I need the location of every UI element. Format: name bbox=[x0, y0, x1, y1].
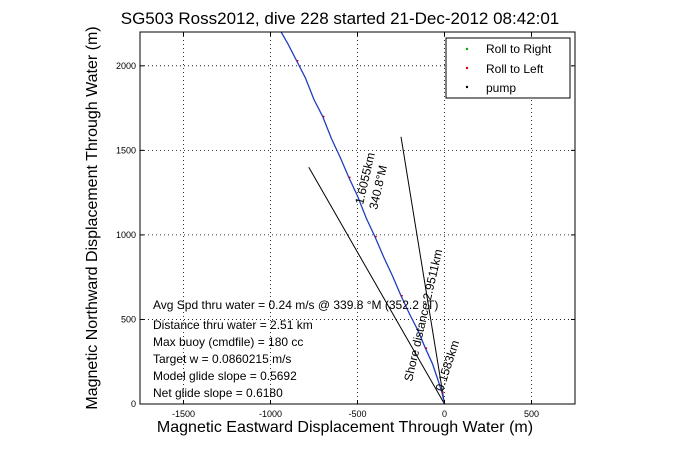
legend-marker-pump bbox=[465, 85, 469, 89]
reference-line bbox=[308, 167, 445, 404]
chart-title: SG503 Ross2012, dive 228 started 21-Dec-… bbox=[121, 9, 560, 28]
legend-label-pump: pump bbox=[486, 81, 516, 95]
x-tick-label: -1500 bbox=[172, 409, 195, 419]
y-tick-label: 0 bbox=[131, 399, 136, 409]
annotation-model-glide: Model glide slope = 0.5692 bbox=[153, 369, 297, 383]
roll-left-point bbox=[441, 391, 444, 394]
y-tick-label: 1500 bbox=[116, 145, 136, 155]
annotation-block: Avg Spd thru water = 0.24 m/s @ 339.8 °M… bbox=[153, 298, 438, 400]
roll-left-point bbox=[425, 347, 428, 350]
annotation-avg-speed: Avg Spd thru water = 0.24 m/s @ 339.8 °M… bbox=[153, 298, 438, 312]
x-tick-label: -1000 bbox=[259, 409, 282, 419]
roll-left-point bbox=[348, 176, 351, 179]
legend-label-roll-right: Roll to Right bbox=[486, 42, 552, 56]
legend-label-roll-left: Roll to Left bbox=[486, 62, 544, 76]
annotation-target-w: Target w = 0.0860215 m/s bbox=[153, 352, 291, 366]
annotation-net-glide: Net glide slope = 0.6180 bbox=[153, 386, 283, 400]
track-group bbox=[280, 32, 446, 404]
y-ticks: 0 500 1000 1500 2000 bbox=[116, 61, 575, 409]
x-tick-label: 500 bbox=[524, 409, 539, 419]
x-axis-label: Magnetic Eastward Displacement Through W… bbox=[157, 419, 533, 436]
legend: Roll to Right Roll to Left pump bbox=[445, 37, 571, 99]
track-line bbox=[280, 32, 446, 404]
x-tick-label: 0 bbox=[442, 409, 447, 419]
y-axis-label: Magnetic Northward Displacement Through … bbox=[84, 26, 101, 409]
roll-left-point bbox=[401, 294, 403, 297]
legend-marker-roll-right bbox=[465, 47, 469, 51]
roll-left-point bbox=[296, 59, 299, 62]
roll-left-point bbox=[375, 235, 377, 238]
x-ticks: -1500 -1000 -500 0 500 bbox=[172, 32, 539, 419]
x-tick-label: -500 bbox=[348, 409, 366, 419]
annotation-max-buoy: Max buoy (cmdfile) = 180 cc bbox=[153, 335, 303, 349]
y-tick-label: 1000 bbox=[116, 230, 136, 240]
reference-line bbox=[400, 136, 445, 404]
reference-lines bbox=[308, 136, 445, 404]
y-tick-label: 500 bbox=[121, 314, 136, 324]
annotation-distance: Distance thru water = 2.51 km bbox=[153, 318, 313, 332]
roll-left-point bbox=[322, 115, 325, 118]
legend-marker-roll-left bbox=[465, 66, 469, 70]
y-tick-label: 2000 bbox=[116, 61, 136, 71]
